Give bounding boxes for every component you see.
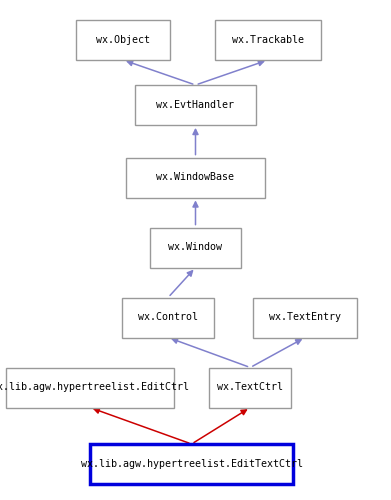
Bar — [126, 158, 265, 198]
Bar — [122, 298, 214, 338]
Text: wx.lib.agw.hypertreelist.EditTextCtrl: wx.lib.agw.hypertreelist.EditTextCtrl — [81, 459, 303, 469]
Text: wx.lib.agw.hypertreelist.EditCtrl: wx.lib.agw.hypertreelist.EditCtrl — [0, 382, 189, 392]
Bar — [215, 20, 321, 60]
Bar — [6, 368, 174, 408]
Text: wx.Object: wx.Object — [96, 35, 150, 45]
Bar — [253, 298, 357, 338]
Bar — [76, 20, 170, 60]
Bar — [90, 444, 293, 484]
Text: wx.TextCtrl: wx.TextCtrl — [217, 382, 283, 392]
Text: wx.EvtHandler: wx.EvtHandler — [156, 100, 235, 110]
Text: wx.WindowBase: wx.WindowBase — [156, 172, 235, 182]
Text: wx.Control: wx.Control — [138, 312, 198, 322]
Text: wx.Window: wx.Window — [169, 242, 222, 252]
Bar — [209, 368, 291, 408]
Bar — [135, 85, 256, 125]
Bar — [150, 228, 242, 268]
Text: wx.Trackable: wx.Trackable — [232, 35, 304, 45]
Text: wx.TextEntry: wx.TextEntry — [269, 312, 341, 322]
